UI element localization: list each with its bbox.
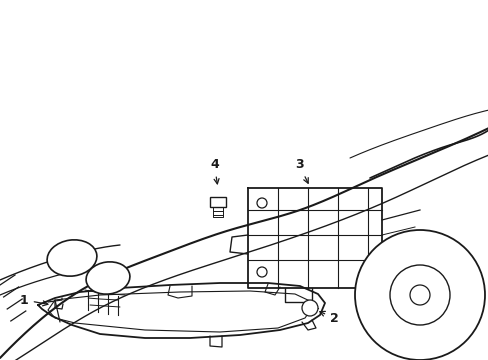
- Circle shape: [257, 267, 266, 277]
- Text: 4: 4: [209, 158, 219, 184]
- Text: 2: 2: [319, 311, 338, 324]
- Circle shape: [302, 300, 317, 316]
- Ellipse shape: [86, 262, 130, 294]
- Ellipse shape: [47, 240, 97, 276]
- Circle shape: [257, 198, 266, 208]
- FancyBboxPatch shape: [209, 197, 225, 207]
- Circle shape: [354, 230, 484, 360]
- Text: 3: 3: [294, 158, 307, 183]
- Circle shape: [409, 285, 429, 305]
- Circle shape: [389, 265, 449, 325]
- Text: 1: 1: [20, 293, 48, 306]
